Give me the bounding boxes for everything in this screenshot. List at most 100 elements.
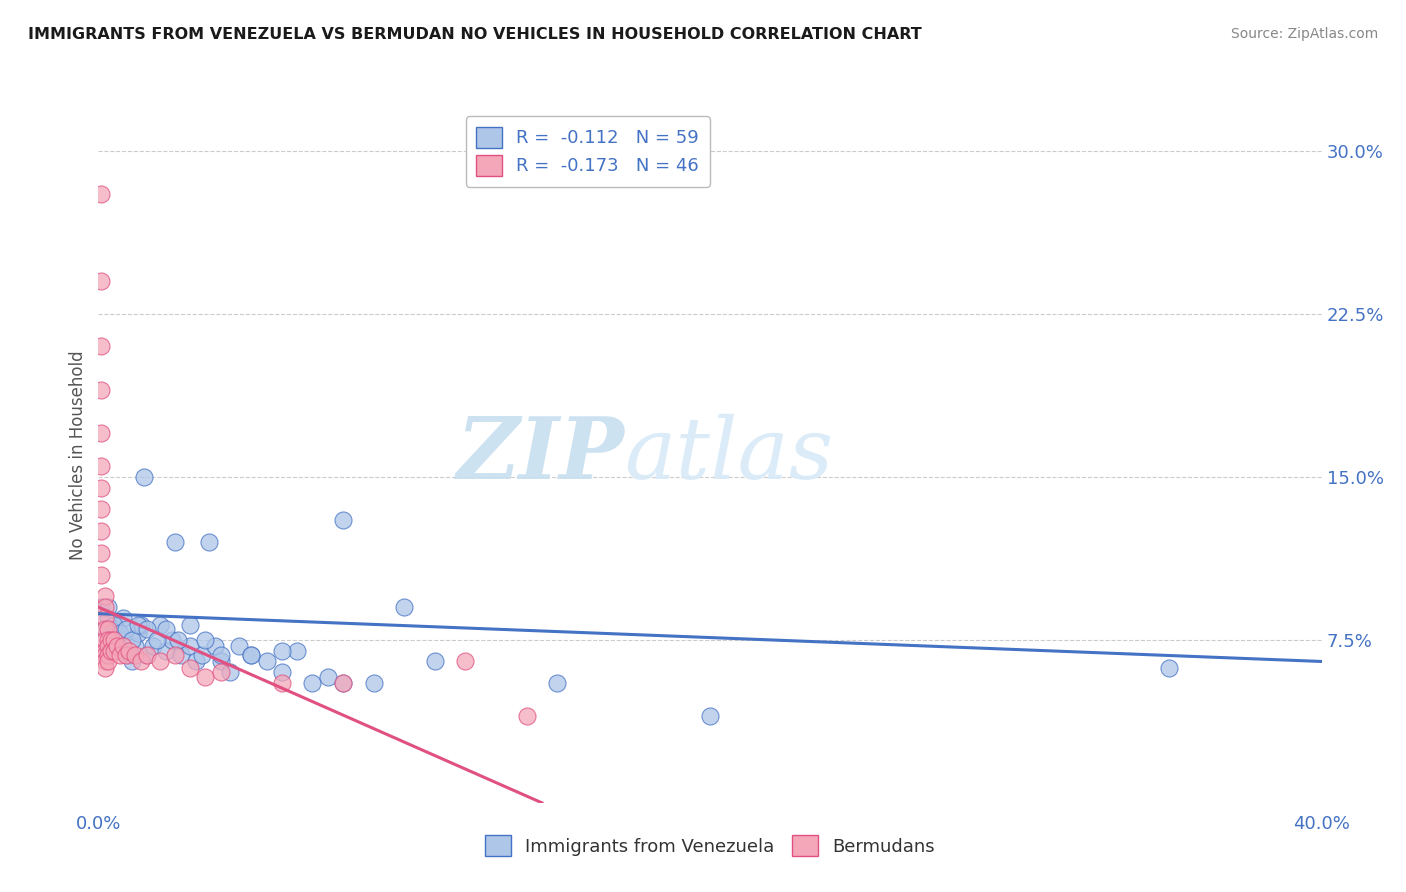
- Point: [100, 632, 122, 647]
- Point: [93, 622, 115, 636]
- Point: [209, 655, 232, 669]
- Point: [332, 676, 354, 690]
- Point: [228, 639, 250, 653]
- Point: [100, 632, 122, 647]
- Point: [186, 655, 208, 669]
- Point: [160, 632, 183, 647]
- Point: [332, 513, 354, 527]
- Point: [316, 670, 339, 684]
- Point: [163, 535, 186, 549]
- Point: [93, 611, 115, 625]
- Point: [100, 643, 122, 657]
- Point: [136, 622, 159, 636]
- Point: [93, 600, 115, 615]
- Point: [1157, 661, 1180, 675]
- Point: [699, 708, 721, 723]
- Point: [90, 383, 112, 397]
- Point: [129, 655, 152, 669]
- Point: [90, 274, 112, 288]
- Point: [118, 643, 141, 657]
- Point: [90, 546, 112, 560]
- Point: [111, 611, 134, 625]
- Point: [97, 600, 120, 615]
- Point: [197, 535, 219, 549]
- Point: [111, 639, 134, 653]
- Point: [103, 632, 125, 647]
- Point: [209, 665, 232, 680]
- Point: [93, 632, 115, 647]
- Point: [179, 639, 201, 653]
- Point: [155, 643, 177, 657]
- Point: [145, 632, 167, 647]
- Point: [363, 676, 385, 690]
- Point: [256, 655, 278, 669]
- Point: [149, 655, 172, 669]
- Point: [179, 661, 201, 675]
- Point: [129, 617, 152, 632]
- Point: [240, 648, 263, 662]
- Point: [90, 600, 112, 615]
- Point: [93, 661, 115, 675]
- Point: [115, 632, 138, 647]
- Text: atlas: atlas: [624, 414, 834, 496]
- Point: [115, 622, 138, 636]
- Point: [136, 648, 159, 662]
- Point: [454, 655, 477, 669]
- Point: [516, 708, 538, 723]
- Point: [167, 632, 190, 647]
- Point: [134, 469, 156, 483]
- Point: [105, 639, 128, 653]
- Point: [103, 643, 125, 657]
- Point: [97, 648, 120, 662]
- Point: [392, 600, 416, 615]
- Point: [240, 648, 263, 662]
- Point: [332, 676, 354, 690]
- Point: [93, 648, 115, 662]
- Point: [204, 639, 226, 653]
- Point: [270, 643, 292, 657]
- Point: [118, 648, 141, 662]
- Point: [97, 655, 120, 669]
- Point: [90, 426, 112, 441]
- Point: [97, 632, 120, 647]
- Point: [301, 676, 323, 690]
- Point: [194, 670, 217, 684]
- Point: [108, 648, 131, 662]
- Point: [191, 648, 214, 662]
- Point: [103, 617, 125, 632]
- Point: [209, 648, 232, 662]
- Point: [90, 186, 112, 201]
- Point: [127, 617, 149, 632]
- Point: [124, 648, 146, 662]
- Point: [546, 676, 568, 690]
- Point: [423, 655, 446, 669]
- Point: [93, 643, 115, 657]
- Point: [121, 655, 143, 669]
- Point: [90, 524, 112, 538]
- Y-axis label: No Vehicles in Household: No Vehicles in Household: [69, 350, 87, 560]
- Point: [90, 502, 112, 516]
- Point: [121, 632, 143, 647]
- Point: [103, 643, 125, 657]
- Point: [194, 632, 217, 647]
- Point: [90, 481, 112, 495]
- Point: [163, 648, 186, 662]
- Point: [108, 626, 131, 640]
- Point: [108, 632, 131, 647]
- Text: Source: ZipAtlas.com: Source: ZipAtlas.com: [1230, 27, 1378, 41]
- Point: [97, 611, 120, 625]
- Point: [136, 648, 159, 662]
- Point: [170, 648, 193, 662]
- Point: [105, 622, 128, 636]
- Point: [149, 617, 172, 632]
- Point: [97, 622, 120, 636]
- Point: [155, 622, 177, 636]
- Point: [127, 626, 149, 640]
- Text: ZIP: ZIP: [457, 413, 624, 497]
- Point: [90, 339, 112, 353]
- Point: [124, 639, 146, 653]
- Point: [90, 567, 112, 582]
- Point: [97, 639, 120, 653]
- Point: [219, 665, 242, 680]
- Text: IMMIGRANTS FROM VENEZUELA VS BERMUDAN NO VEHICLES IN HOUSEHOLD CORRELATION CHART: IMMIGRANTS FROM VENEZUELA VS BERMUDAN NO…: [28, 27, 922, 42]
